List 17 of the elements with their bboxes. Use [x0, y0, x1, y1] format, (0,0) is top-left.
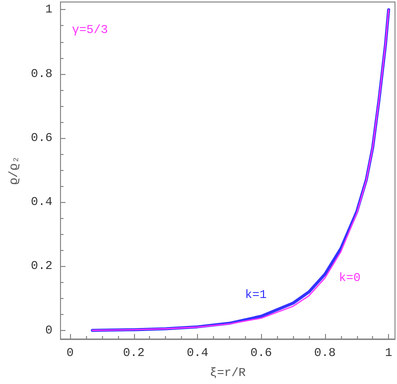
x-axis-title: ξ=r/R [210, 366, 246, 380]
y-tick-label: 0.6 [30, 130, 53, 145]
y-tick-label: 0.2 [30, 259, 53, 274]
x-tick-label: 1 [385, 346, 392, 360]
x-tick-label: 0.8 [314, 346, 336, 360]
y-tick-label: 0 [45, 323, 53, 338]
x-tick-label: 0.4 [186, 346, 208, 360]
x-tick-label: 0.6 [250, 346, 272, 360]
y-tick-label: 0.8 [30, 66, 53, 81]
y-tick-label: 0.4 [30, 195, 53, 210]
series-label: k=1 [245, 288, 267, 302]
series-label: k=0 [338, 271, 361, 286]
x-tick-label: 0 [66, 346, 74, 360]
x-tick-label: 0.2 [122, 346, 145, 360]
annotation: γ=5/3 [72, 23, 108, 37]
y-tick-label: 1 [45, 2, 53, 17]
y-axis-title: ϱ/ϱ₂ [7, 156, 21, 185]
